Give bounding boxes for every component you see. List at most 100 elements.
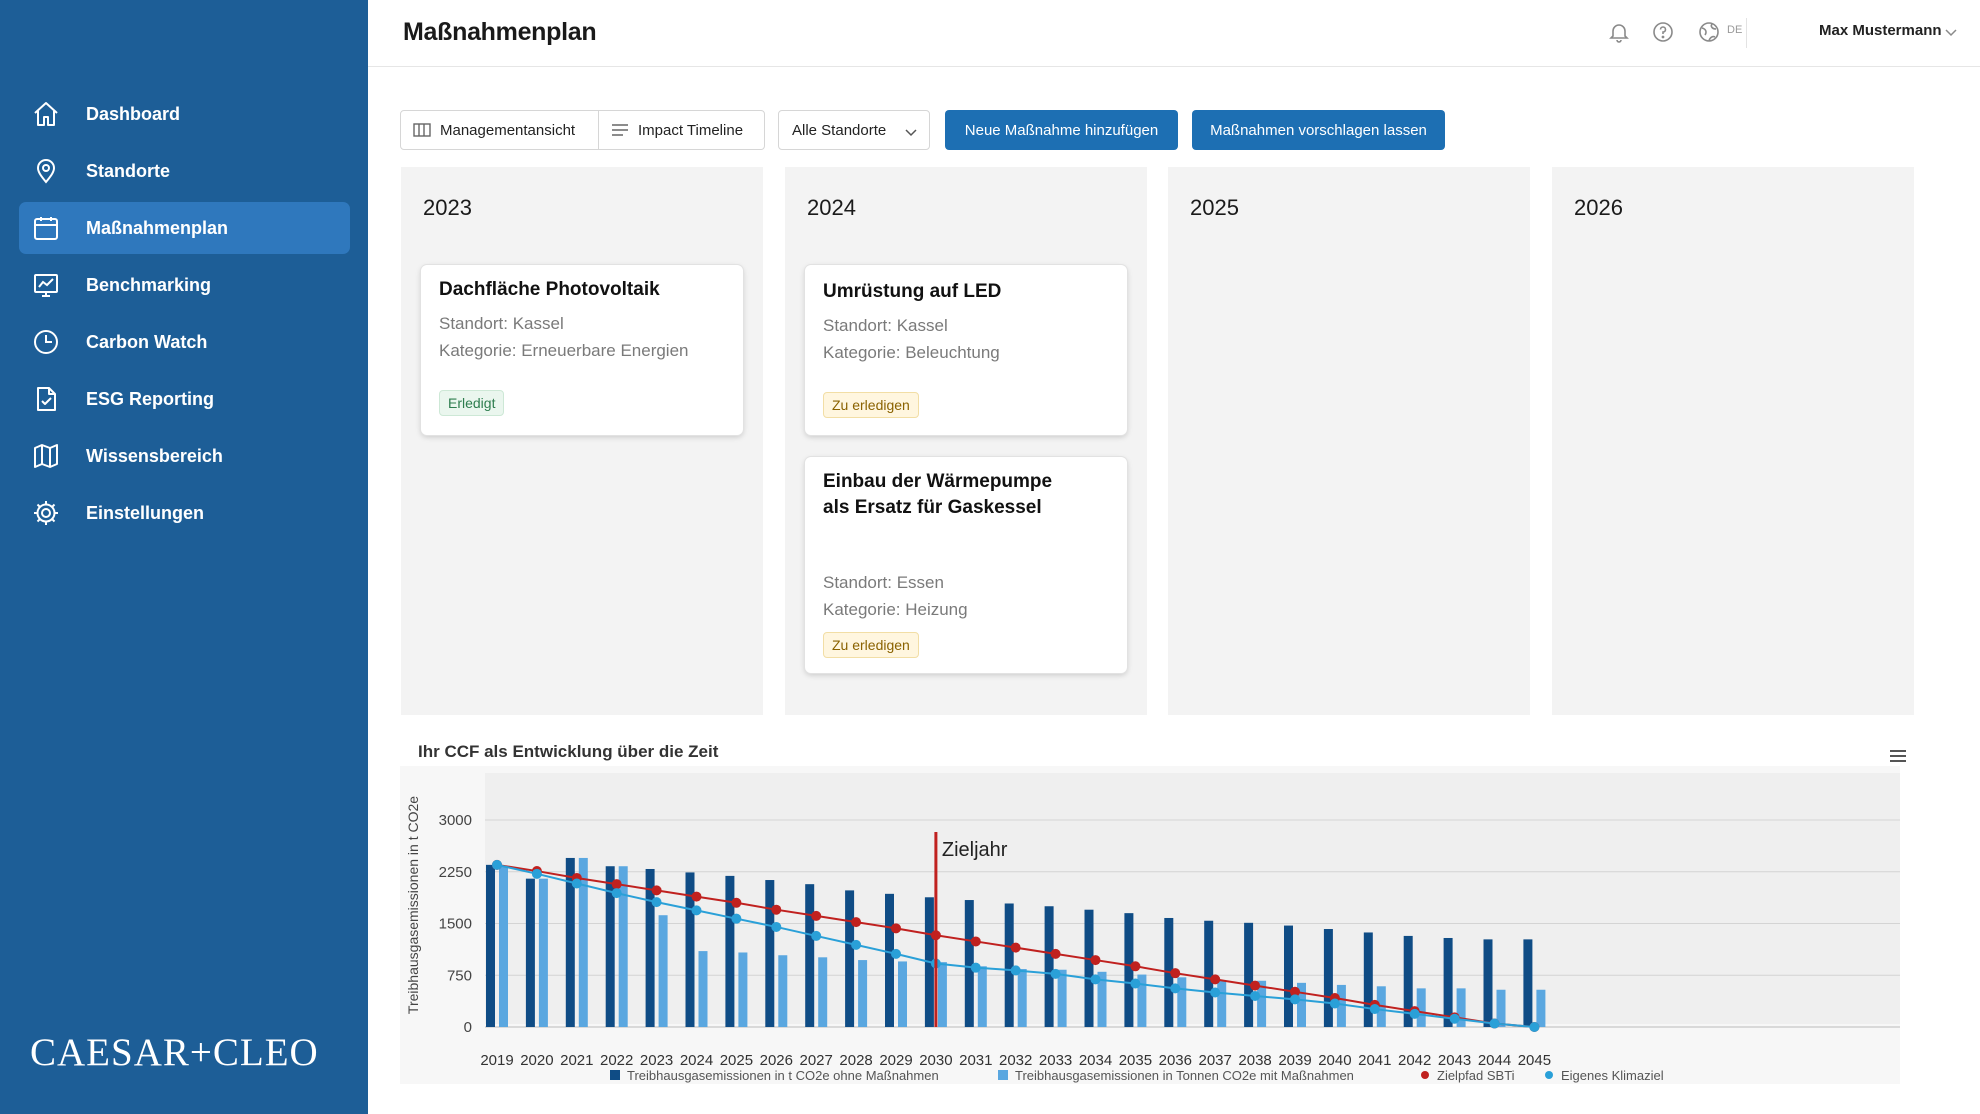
x-tick-label: 2043 — [1438, 1052, 1471, 1069]
series-point — [1130, 961, 1141, 972]
legend-marker — [1421, 1071, 1429, 1079]
series-point — [811, 930, 822, 941]
series-point — [1010, 965, 1021, 976]
user-name[interactable]: Max Mustermann — [1819, 22, 1942, 39]
series-point — [691, 891, 702, 902]
legend-label: Treibhausgasemissionen in t CO2e ohne Ma… — [627, 1068, 939, 1083]
chart-title: Ihr CCF als Entwicklung über die Zeit — [418, 742, 719, 761]
card-location: Standort: Kassel — [439, 314, 564, 333]
help-icon[interactable] — [1650, 19, 1676, 45]
x-tick-label: 2019 — [480, 1052, 513, 1069]
x-tick-label: 2031 — [959, 1052, 992, 1069]
chart-board-icon — [31, 270, 61, 300]
series-point — [891, 923, 901, 934]
sidebar-item-label: Benchmarking — [86, 274, 212, 295]
sidebar-item-label: Dashboard — [86, 103, 181, 124]
bar-with-measures — [499, 866, 508, 1027]
year-column-2025: 2025 — [1168, 167, 1530, 715]
sidebar-item-esg-reporting[interactable]: ESG Reporting — [19, 373, 350, 425]
year-column-2024: 2024 Umrüstung auf LED Standort: Kassel … — [785, 167, 1147, 715]
x-tick-label: 2024 — [680, 1052, 713, 1069]
gear-icon — [31, 498, 61, 528]
bar-with-measures — [1496, 989, 1506, 1027]
x-tick-label: 2041 — [1358, 1052, 1391, 1069]
bar-without-measures — [1443, 937, 1453, 1027]
sidebar-item-standorte[interactable]: Standorte — [19, 145, 350, 197]
y-axis-label: Treibhausgasemissionen in t CO2e — [405, 796, 421, 1014]
series-point — [691, 905, 702, 916]
measure-card[interactable]: Umrüstung auf LED Standort: Kassel Kateg… — [805, 265, 1127, 435]
bar-with-measures — [1336, 984, 1346, 1027]
bar-without-measures — [1323, 929, 1333, 1027]
bar-without-measures — [1284, 925, 1293, 1027]
bar-with-measures — [698, 951, 708, 1027]
series-point — [970, 936, 981, 947]
series-point — [1090, 955, 1101, 966]
chevron-down-icon — [905, 124, 917, 141]
sidebar-item-massnahmenplan[interactable]: Maßnahmenplan — [19, 202, 350, 254]
sidebar-item-dashboard[interactable]: Dashboard — [19, 88, 350, 140]
series-point — [611, 888, 622, 899]
bar-with-measures — [1536, 989, 1546, 1027]
x-tick-label: 2040 — [1318, 1052, 1351, 1069]
add-measure-button[interactable]: Neue Maßnahme hinzufügen — [945, 110, 1178, 150]
bar-with-measures — [658, 915, 668, 1027]
series-point — [1090, 974, 1101, 985]
card-location: Standort: Kassel — [823, 316, 948, 335]
series-point — [970, 962, 981, 973]
x-tick-label: 2038 — [1238, 1052, 1271, 1069]
globe-icon[interactable] — [1696, 19, 1722, 45]
location-select[interactable]: Alle Standorte — [778, 110, 930, 150]
x-tick-label: 2030 — [919, 1052, 952, 1069]
bar-without-measures — [1084, 909, 1094, 1027]
series-point — [1050, 948, 1061, 959]
bell-icon[interactable] — [1606, 19, 1632, 45]
sidebar-item-wissensbereich[interactable]: Wissensbereich — [19, 430, 350, 482]
card-location: Standort: Essen — [823, 573, 944, 592]
bar-with-measures — [858, 960, 868, 1027]
bar-with-measures — [778, 955, 788, 1027]
clock-icon — [31, 327, 61, 357]
x-tick-label: 2029 — [879, 1052, 912, 1069]
x-tick-label: 2044 — [1478, 1052, 1511, 1069]
sidebar-item-einstellungen[interactable]: Einstellungen — [19, 487, 350, 539]
x-tick-label: 2028 — [839, 1052, 872, 1069]
language-label[interactable]: DE — [1727, 24, 1743, 36]
column-year: 2025 — [1190, 195, 1239, 220]
series-point — [1250, 990, 1261, 1001]
x-tick-label: 2025 — [720, 1052, 753, 1069]
y-tick-label: 0 — [464, 1019, 472, 1036]
measure-card[interactable]: Dachfläche Photovoltaik Standort: Kassel… — [421, 265, 743, 435]
menu-icon[interactable] — [1889, 749, 1907, 768]
sidebar-item-benchmarking[interactable]: Benchmarking — [19, 259, 350, 311]
series-point — [1050, 968, 1061, 979]
series-point — [851, 939, 862, 950]
series-point — [1210, 974, 1221, 985]
chevron-down-icon[interactable] — [1945, 24, 1957, 42]
series-point — [1409, 1008, 1420, 1019]
bar-with-measures — [1297, 982, 1306, 1027]
target-year-label: Zieljahr — [942, 839, 1008, 861]
legend-label: Treibhausgasemissionen in Tonnen CO2e mi… — [1015, 1068, 1354, 1083]
series-point — [1170, 968, 1181, 979]
measure-card[interactable]: Einbau der Wärmepumpe als Ersatz für Gas… — [805, 457, 1127, 673]
bar-without-measures — [1244, 922, 1254, 1027]
bar-with-measures — [1137, 974, 1147, 1027]
sidebar-nav: Dashboard Standorte Maßnahmenplan Benchm… — [19, 88, 350, 544]
management-view-button[interactable]: Managementansicht — [401, 111, 599, 149]
impact-timeline-button[interactable]: Impact Timeline — [599, 111, 755, 149]
series-point — [1369, 1004, 1380, 1015]
sidebar-item-label: Carbon Watch — [86, 331, 208, 352]
legend-marker — [610, 1070, 620, 1080]
impact-timeline-label: Impact Timeline — [638, 121, 744, 139]
suggest-measures-button[interactable]: Maßnahmen vorschlagen lassen — [1192, 110, 1445, 150]
series-point — [1449, 1013, 1460, 1024]
bar-with-measures — [1057, 969, 1067, 1027]
sidebar-item-carbon-watch[interactable]: Carbon Watch — [19, 316, 350, 368]
year-column-2023: 2023 Dachfläche Photovoltaik Standort: K… — [401, 167, 763, 715]
map-book-icon — [31, 441, 61, 471]
location-pin-icon — [31, 156, 61, 186]
series-point — [851, 917, 862, 928]
bar-without-measures — [565, 857, 575, 1027]
card-category: Kategorie: Erneuerbare Energien — [439, 341, 689, 360]
